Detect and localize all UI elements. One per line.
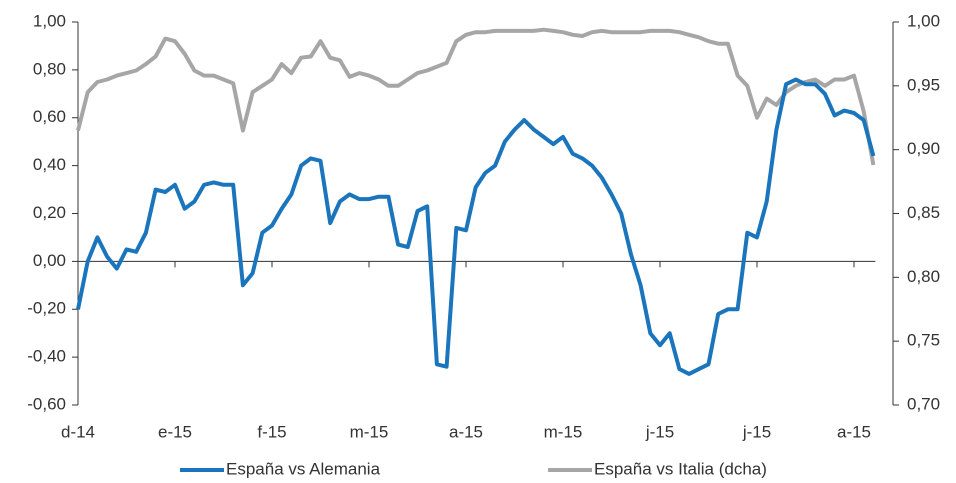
y-tick-label: -0,60 <box>27 394 66 413</box>
legend-label: España vs Italia (dcha) <box>594 459 767 478</box>
y2-tick-label: 0,85 <box>907 203 940 222</box>
x-tick-label: j-15 <box>645 422 674 441</box>
legend-label: España vs Alemania <box>226 459 381 478</box>
y-tick-label: 0,20 <box>33 203 66 222</box>
y-tick-label: 1,00 <box>33 11 66 30</box>
y-tick-label: 0,40 <box>33 155 66 174</box>
y-tick-label: -0,40 <box>27 347 66 366</box>
x-tick-label: e-15 <box>158 422 192 441</box>
y2-tick-label: 0,90 <box>907 139 940 158</box>
x-tick-label: m-15 <box>350 422 389 441</box>
x-tick-label: m-15 <box>544 422 583 441</box>
y-tick-label: 0,00 <box>33 251 66 270</box>
x-tick-label: a-15 <box>449 422 483 441</box>
x-tick-label: a-15 <box>837 422 871 441</box>
y2-tick-label: 0,95 <box>907 75 940 94</box>
series-line <box>76 77 876 376</box>
series-line <box>76 27 876 166</box>
y2-tick-label: 1,00 <box>907 11 940 30</box>
x-tick-label: j-15 <box>742 422 771 441</box>
y-tick-label: 0,60 <box>33 107 66 126</box>
y2-tick-label: 0,75 <box>907 331 940 350</box>
x-tick-label: d-14 <box>61 422 95 441</box>
y2-tick-label: 0,80 <box>907 267 940 286</box>
x-tick-label: f-15 <box>257 422 286 441</box>
y-tick-label: -0,20 <box>27 299 66 318</box>
y-tick-label: 0,80 <box>33 59 66 78</box>
y2-tick-label: 0,70 <box>907 394 940 413</box>
